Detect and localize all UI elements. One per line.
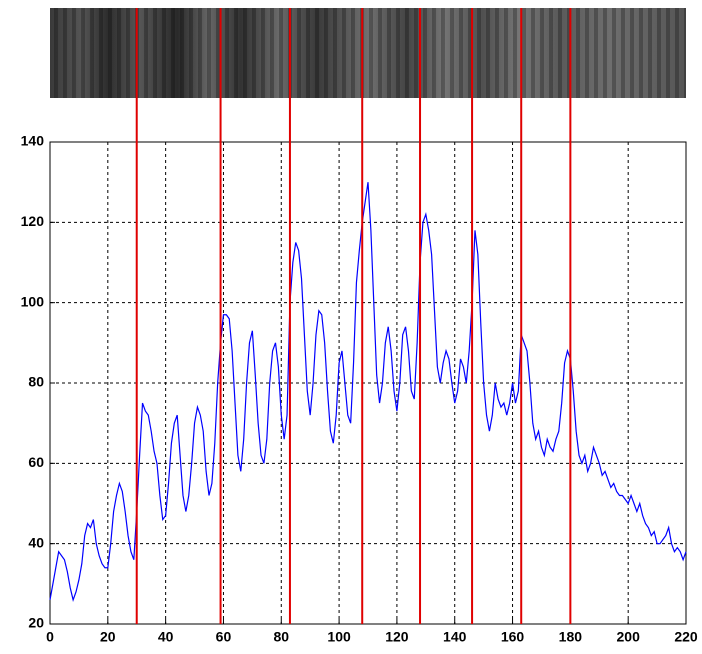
x-tick-label: 20 (100, 629, 116, 645)
x-tick-label: 0 (46, 629, 54, 645)
x-tick-label: 140 (443, 629, 467, 645)
image-strip-texture (50, 8, 686, 98)
y-tick-label: 140 (21, 133, 45, 149)
x-tick-label: 200 (617, 629, 641, 645)
x-tick-label: 160 (501, 629, 525, 645)
y-tick-label: 80 (28, 374, 44, 390)
y-tick-label: 60 (28, 454, 44, 470)
x-tick-label: 180 (559, 629, 583, 645)
x-tick-label: 60 (216, 629, 232, 645)
y-tick-label: 120 (21, 213, 45, 229)
x-tick-label: 80 (273, 629, 289, 645)
y-tick-label: 100 (21, 293, 45, 309)
y-tick-label: 40 (28, 534, 44, 550)
x-tick-label: 120 (385, 629, 409, 645)
x-tick-label: 100 (327, 629, 351, 645)
data-line (49, 182, 687, 602)
y-tick-label: 20 (28, 615, 44, 631)
x-tick-label: 220 (674, 629, 698, 645)
x-tick-label: 40 (158, 629, 174, 645)
